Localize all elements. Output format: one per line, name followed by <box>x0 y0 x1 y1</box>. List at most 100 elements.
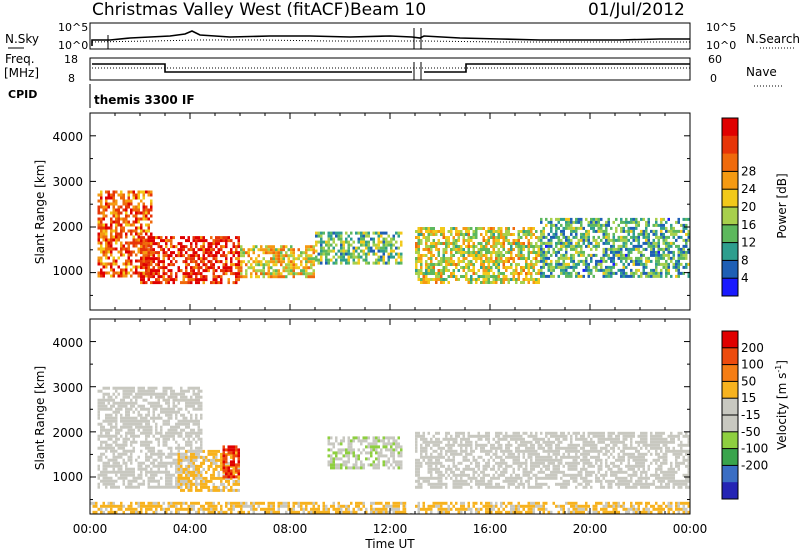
data-cell <box>450 260 453 263</box>
data-cell <box>187 410 190 414</box>
data-cell <box>237 245 240 249</box>
data-cell <box>205 278 208 282</box>
data-cell <box>155 395 158 399</box>
data-cell <box>467 464 470 468</box>
data-cell <box>565 235 568 239</box>
data-cell <box>342 255 345 259</box>
data-cell <box>607 256 610 260</box>
data-cell <box>637 247 640 251</box>
data-cell <box>500 278 503 281</box>
data-cell <box>485 230 488 233</box>
data-cell <box>437 278 440 281</box>
data-cell <box>182 413 185 417</box>
data-cell <box>162 272 165 276</box>
data-cell <box>477 473 480 477</box>
data-cell <box>460 275 463 278</box>
data-cell <box>230 239 233 243</box>
data-cell <box>495 230 498 233</box>
data-cell <box>492 446 495 450</box>
data-cell <box>525 479 528 483</box>
data-cell <box>275 272 278 276</box>
data-cell <box>585 244 588 248</box>
data-cell <box>140 443 143 447</box>
data-cell <box>195 392 198 396</box>
data-cell <box>230 251 233 255</box>
data-cell <box>550 220 553 224</box>
data-cell <box>590 268 593 272</box>
data-cell <box>500 245 503 248</box>
data-cell <box>455 239 458 242</box>
data-cell <box>477 254 480 257</box>
data-cell <box>417 245 420 248</box>
data-cell <box>195 275 198 279</box>
data-cell <box>152 401 155 405</box>
data-cell <box>102 392 105 396</box>
data-cell <box>427 266 430 269</box>
data-cell <box>177 473 180 477</box>
data-cell <box>490 236 493 239</box>
data-cell <box>350 255 353 259</box>
data-cell <box>445 458 448 462</box>
data-cell <box>580 250 583 254</box>
data-cell <box>215 281 218 285</box>
data-cell <box>167 239 170 243</box>
data-cell <box>465 467 468 471</box>
data-cell <box>197 470 200 474</box>
data-cell <box>572 226 575 230</box>
data-cell <box>215 449 218 453</box>
data-cell <box>452 245 455 248</box>
data-cell <box>385 237 388 241</box>
data-cell <box>510 248 513 251</box>
data-cell <box>665 271 668 275</box>
data-cell <box>115 259 118 263</box>
data-cell <box>502 260 505 263</box>
data-cell <box>147 259 150 263</box>
data-cell <box>537 452 540 456</box>
data-cell <box>212 488 215 492</box>
data-cell <box>515 269 518 272</box>
data-cell <box>180 473 183 477</box>
data-cell <box>165 464 168 468</box>
data-cell <box>430 272 433 275</box>
data-cell <box>125 274 128 278</box>
data-cell <box>532 233 535 236</box>
data-cell <box>175 272 178 276</box>
data-cell <box>185 260 188 264</box>
data-cell <box>510 257 513 260</box>
data-cell <box>437 446 440 450</box>
data-cell <box>502 278 505 281</box>
data-cell <box>460 482 463 486</box>
data-cell <box>105 482 108 486</box>
data-cell <box>147 211 150 215</box>
data-cell <box>170 482 173 486</box>
data-cell <box>187 476 190 480</box>
data-cell <box>307 260 310 264</box>
data-cell <box>122 389 125 393</box>
data-cell <box>150 440 153 444</box>
data-cell <box>195 413 198 417</box>
data-cell <box>387 240 390 244</box>
data-cell <box>597 229 600 233</box>
data-cell <box>207 266 210 270</box>
data-cell <box>622 238 625 242</box>
data-cell <box>187 401 190 405</box>
data-cell <box>512 275 515 278</box>
data-cell <box>185 275 188 279</box>
data-cell <box>482 446 485 450</box>
data-cell <box>535 458 538 462</box>
data-cell <box>112 199 115 203</box>
data-cell <box>160 410 163 414</box>
data-cell <box>610 271 613 275</box>
data-cell <box>545 443 548 447</box>
velocity-data-layer <box>90 320 690 514</box>
data-cell <box>167 257 170 261</box>
data-cell <box>105 199 108 203</box>
data-cell <box>532 452 535 456</box>
data-cell <box>105 250 108 254</box>
data-cell <box>142 404 145 408</box>
data-cell <box>187 281 190 285</box>
data-cell <box>237 254 240 258</box>
data-cell <box>562 473 565 477</box>
data-cell <box>515 431 518 435</box>
data-cell <box>607 268 610 272</box>
